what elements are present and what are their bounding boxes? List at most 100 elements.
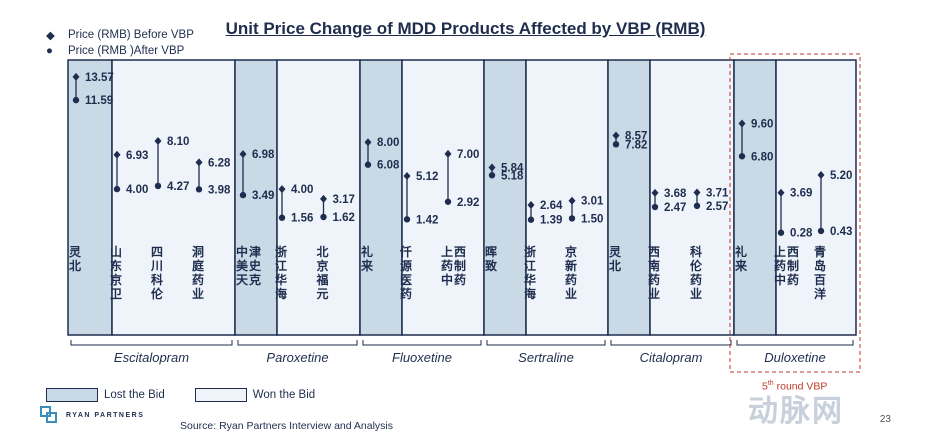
won-swatch (194, 388, 247, 402)
company-name-char: 礼 (735, 244, 747, 259)
after-value-label: 6.08 (377, 160, 400, 172)
drug-name-label: Sertraline (518, 350, 574, 365)
lost-bid-panel (359, 59, 403, 336)
circle-icon: ● (46, 45, 53, 57)
lost-bid-panel (483, 59, 527, 336)
company-name-char: 四 (151, 245, 163, 259)
before-value-label: 8.10 (167, 136, 189, 148)
company-name-char: 上 (774, 244, 786, 259)
company-name-char: 山 (110, 244, 122, 259)
fifth-round-highlight (729, 53, 861, 373)
before-marker (777, 188, 785, 197)
company-name-char: 京 (317, 258, 329, 273)
company-name-char: 洋 (814, 286, 826, 301)
company-name-char: 华 (275, 272, 287, 287)
company-name-char: 西 (454, 245, 466, 259)
after-marker (278, 214, 286, 221)
before-value-label: 7.00 (457, 149, 479, 161)
before-marker (568, 196, 576, 205)
company-name-char: 科 (151, 272, 163, 287)
company-name-char: 元 (317, 287, 329, 301)
company-name-char: 医 (400, 273, 412, 287)
company-name-char: 北 (69, 258, 81, 273)
drug-name-label: Citalopram (640, 350, 703, 365)
after-marker (444, 198, 452, 205)
company-name-char: 晖 (485, 245, 497, 259)
after-marker (612, 141, 620, 148)
company-name-char: 仟 (399, 244, 412, 259)
before-value-label: 4.00 (291, 184, 313, 196)
after-marker (488, 172, 496, 179)
after-marker (364, 161, 372, 168)
company-name-char: 卫 (110, 287, 122, 301)
after-marker (154, 182, 162, 190)
company-name-char: 业 (648, 286, 660, 301)
company-name-char: 南 (648, 258, 660, 273)
company-name-char: 致 (485, 258, 498, 273)
company-name-char: 药 (400, 286, 412, 301)
legend-lost: Lost the Bid (46, 388, 165, 402)
company-name-char: 药 (774, 258, 786, 273)
company-name-char: 京 (110, 272, 122, 287)
company-name-char: 灵 (609, 244, 622, 259)
after-value-label: 1.62 (333, 212, 355, 224)
company-name-char: 伦 (151, 286, 164, 301)
after-marker (651, 203, 659, 211)
company-name-char: 科 (690, 244, 702, 259)
company-name-char: 药 (690, 272, 702, 287)
diamond-icon: ◆ (46, 30, 55, 42)
before-marker (444, 149, 452, 158)
before-value-label: 3.68 (664, 188, 687, 200)
company-name-char: 史 (249, 258, 262, 273)
before-marker (113, 150, 121, 159)
company-name-char: 源 (400, 258, 412, 273)
after-marker (693, 202, 701, 210)
before-value-label: 6.93 (126, 150, 148, 162)
company-name-char: 克 (249, 272, 261, 287)
before-value-label: 3.17 (333, 194, 355, 206)
watermark: 动脉网 (748, 395, 844, 428)
logo-icon (40, 406, 57, 423)
group-bracket (237, 340, 358, 346)
company-name-char: 天 (236, 273, 249, 287)
before-marker (817, 171, 825, 180)
company-name-char: 庭 (192, 258, 204, 273)
after-marker (113, 185, 121, 193)
before-marker (488, 163, 496, 172)
company-name-char: 江 (275, 258, 287, 273)
lost-bid-panel (607, 59, 651, 336)
company-name-char: 华 (524, 272, 536, 287)
company-name-char: 福 (316, 272, 329, 287)
company-name-char: 业 (192, 286, 204, 301)
won-bid-panel (649, 59, 735, 336)
before-value-label: 6.98 (252, 149, 275, 161)
after-marker (72, 96, 80, 104)
company-name-char: 药 (787, 272, 799, 287)
before-value-label: 3.69 (790, 188, 812, 200)
after-marker (738, 153, 746, 160)
group-bracket (736, 340, 854, 346)
company-name-char: 来 (360, 258, 374, 273)
company-name-char: 新 (565, 258, 577, 273)
before-marker (403, 171, 411, 180)
before-marker (527, 201, 535, 210)
group-bracket (610, 340, 732, 346)
company-name-char: 制 (787, 258, 799, 273)
company-name-char: 海 (524, 286, 536, 301)
company-name-char: 江 (524, 258, 536, 273)
company-name-char: 业 (690, 286, 702, 301)
before-value-label: 5.84 (501, 163, 524, 175)
after-marker (195, 186, 203, 193)
after-value-label: 3.49 (252, 190, 274, 202)
after-value-label: 1.50 (581, 213, 603, 225)
company-name-char: 中 (441, 272, 453, 287)
won-bid-panel (111, 59, 236, 336)
won-bid-panel (276, 59, 361, 336)
company-name-char: 北 (317, 244, 329, 259)
company-name-char: 北 (609, 258, 621, 273)
group-bracket (70, 340, 233, 346)
company-name-char: 海 (275, 286, 287, 301)
before-value-label: 5.20 (830, 170, 852, 182)
company-name-char: 药 (565, 272, 577, 287)
